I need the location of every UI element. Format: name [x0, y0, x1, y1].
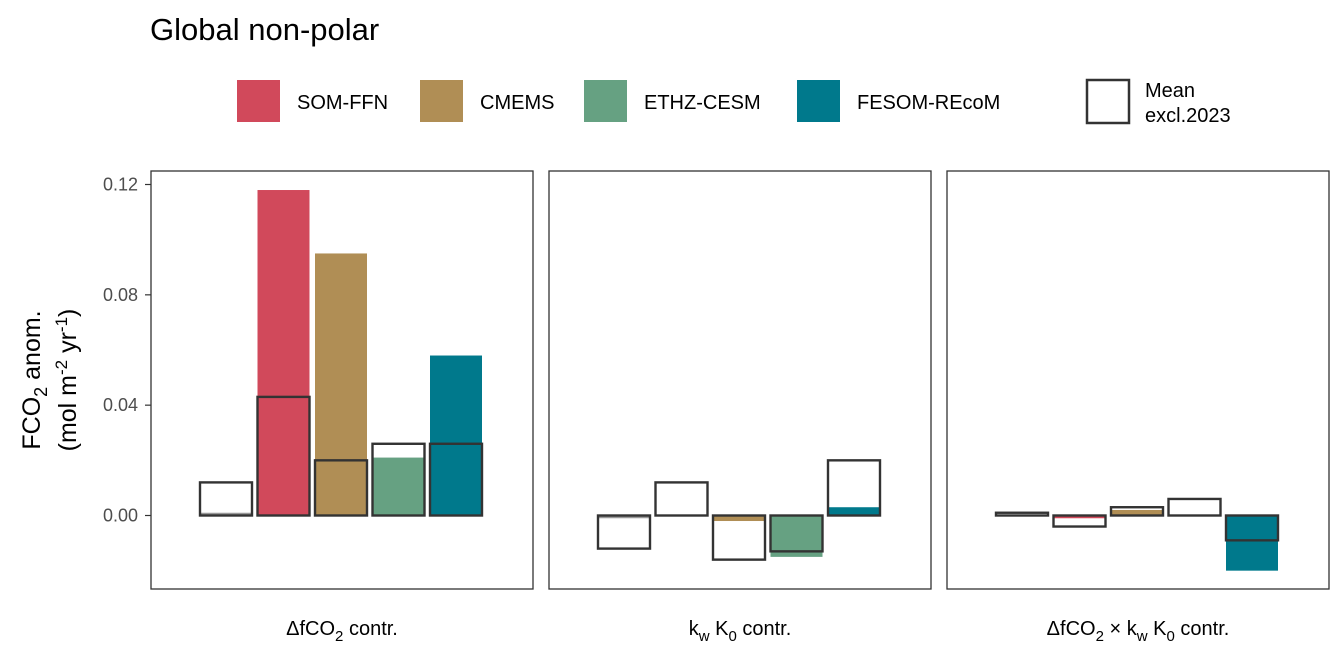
legend-label: ETHZ-CESM: [644, 92, 761, 114]
panel-label-part: w: [1136, 628, 1148, 645]
y-axis-unit-text: (mol m: [54, 375, 82, 451]
panel-label-part: contr.: [1175, 618, 1229, 640]
panel-label-part: ΔfCO: [286, 618, 335, 640]
bar-2023: [1053, 515, 1106, 519]
panel: ΔfCO2 × kw K0 contr.: [946, 170, 1330, 645]
legend: SOM-FFN CMEMS ETHZ-CESM FESOM-REcoM Mean excl…: [237, 78, 1231, 127]
panel-label: ΔfCO2 × kw K0 contr.: [1047, 618, 1230, 645]
y-axis-label-text: FCO: [18, 397, 46, 450]
bar-2023: [598, 515, 650, 519]
bar-mean-outline: [1167, 497, 1222, 517]
y-tick-label: 0.00: [103, 506, 138, 526]
y-axis-label: FCO2 anom. (mol m-2 yr-1): [18, 309, 82, 452]
panel-label: kw K0 contr.: [689, 618, 792, 645]
y-axis-label-line1: FCO2 anom.: [18, 310, 51, 449]
bar-mean-outline: [198, 481, 254, 517]
bar-mean-outline: [711, 514, 767, 561]
panel-label-part: K: [710, 618, 730, 640]
panel-label-part: ΔfCO: [1047, 618, 1096, 640]
bar-mean-outline: [1052, 514, 1107, 528]
bar-mean-outline: [769, 514, 824, 553]
bar-2023: [430, 355, 482, 516]
panel-label-part: w: [698, 628, 710, 645]
bar-2023: [257, 190, 310, 516]
legend-label: SOM-FFN: [297, 92, 388, 114]
bar-mean-outline: [256, 395, 311, 517]
panel-label-part: k: [689, 618, 700, 640]
legend-swatch: [797, 80, 840, 122]
y-axis-unit-end: ): [54, 309, 82, 317]
chart-title: Global non-polar: [150, 12, 379, 47]
bar-2023: [200, 512, 252, 516]
panel-border: [150, 170, 534, 590]
bar-2023: [1111, 509, 1163, 516]
bar-mean-outline: [994, 511, 1050, 517]
bar-mean-outline: [654, 481, 709, 517]
legend-label: FESOM-REcoM: [857, 92, 1000, 114]
panel-border: [946, 170, 1330, 590]
panel-border: [548, 170, 932, 590]
bar-2023: [1226, 515, 1278, 571]
panel-label-part: 2: [335, 628, 343, 645]
bar-mean-outline: [826, 459, 882, 517]
legend-label-mean-line2: excl.2023: [1145, 105, 1231, 127]
panel-background: [549, 171, 931, 589]
legend-swatch-mean: [1085, 78, 1131, 125]
bar-2023: [372, 457, 425, 516]
legend-swatch: [584, 80, 627, 122]
legend-label: CMEMS: [480, 92, 554, 114]
y-axis-label-rest: anom.: [18, 310, 46, 386]
panels: ΔfCO2 contr. kw K0 contr. ΔfCO2 × kw K0 co…: [150, 170, 1330, 645]
panel-label-part: 0: [1166, 628, 1174, 645]
bar-2023: [315, 253, 367, 516]
bar-mean-outline: [428, 442, 484, 517]
panel: ΔfCO2 contr.: [150, 170, 534, 645]
y-tick-label: 0.08: [103, 285, 138, 305]
panel: kw K0 contr.: [548, 170, 932, 645]
legend-swatch: [237, 80, 280, 122]
legend-swatch: [420, 80, 463, 122]
y-axis-unit-mid: yr: [54, 332, 82, 360]
bar-2023: [770, 515, 823, 557]
bar-mean-outline: [371, 442, 426, 517]
bar-mean-outline: [313, 459, 369, 517]
y-axis-label-sub: 2: [31, 387, 51, 397]
y-axis-label-line2: (mol m-2 yr-1): [52, 309, 82, 452]
bar-mean-outline: [1224, 514, 1280, 542]
panel-label-part: contr.: [343, 618, 397, 640]
bar-2023: [828, 507, 880, 516]
panel-label-part: × k: [1104, 618, 1138, 640]
panel-label-part: contr.: [737, 618, 791, 640]
y-tick-label: 0.12: [103, 175, 138, 195]
bar-mean-outline: [1109, 506, 1165, 517]
panel-label: ΔfCO2 contr.: [286, 618, 398, 645]
panel-label-part: 2: [1096, 628, 1104, 645]
y-tick-label: 0.04: [103, 395, 138, 415]
bar-2023: [713, 515, 765, 522]
panel-label-part: K: [1148, 618, 1168, 640]
bar-mean-outline: [596, 514, 652, 550]
panel-label-part: 0: [728, 628, 736, 645]
y-axis-unit-sup2: -1: [52, 317, 71, 332]
legend-label-mean-line1: Mean: [1145, 80, 1195, 102]
y-axis-unit-sup1: -2: [52, 360, 71, 375]
y-axis: 0.00 0.04 0.08 0.12: [103, 175, 151, 526]
